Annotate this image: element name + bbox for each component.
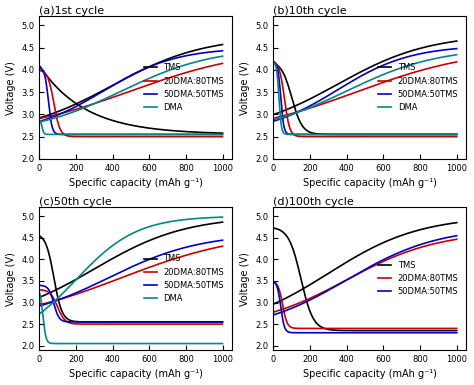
X-axis label: Specific capacity (mAh g⁻¹): Specific capacity (mAh g⁻¹): [69, 178, 202, 188]
X-axis label: Specific capacity (mAh g⁻¹): Specific capacity (mAh g⁻¹): [303, 178, 437, 188]
Text: (b)10th cycle: (b)10th cycle: [273, 5, 347, 15]
X-axis label: Specific capacity (mAh g⁻¹): Specific capacity (mAh g⁻¹): [303, 370, 437, 380]
X-axis label: Specific capacity (mAh g⁻¹): Specific capacity (mAh g⁻¹): [69, 370, 202, 380]
Legend: TMS, 20DMA:80TMS, 50DMA:50TMS, DMA: TMS, 20DMA:80TMS, 50DMA:50TMS, DMA: [375, 60, 462, 115]
Text: (a)1st cycle: (a)1st cycle: [39, 5, 104, 15]
Legend: TMS, 20DMA:80TMS, 50DMA:50TMS: TMS, 20DMA:80TMS, 50DMA:50TMS: [375, 258, 462, 300]
Y-axis label: Voltage (V): Voltage (V): [6, 252, 16, 306]
Y-axis label: Voltage (V): Voltage (V): [6, 61, 16, 115]
Legend: TMS, 20DMA:80TMS, 50DMA:50TMS, DMA: TMS, 20DMA:80TMS, 50DMA:50TMS, DMA: [141, 251, 228, 306]
Legend: TMS, 20DMA:80TMS, 50DMA:50TMS, DMA: TMS, 20DMA:80TMS, 50DMA:50TMS, DMA: [141, 60, 228, 115]
Y-axis label: Voltage (V): Voltage (V): [240, 61, 250, 115]
Text: (c)50th cycle: (c)50th cycle: [39, 197, 112, 207]
Text: (d)100th cycle: (d)100th cycle: [273, 197, 354, 207]
Y-axis label: Voltage (V): Voltage (V): [240, 252, 250, 306]
